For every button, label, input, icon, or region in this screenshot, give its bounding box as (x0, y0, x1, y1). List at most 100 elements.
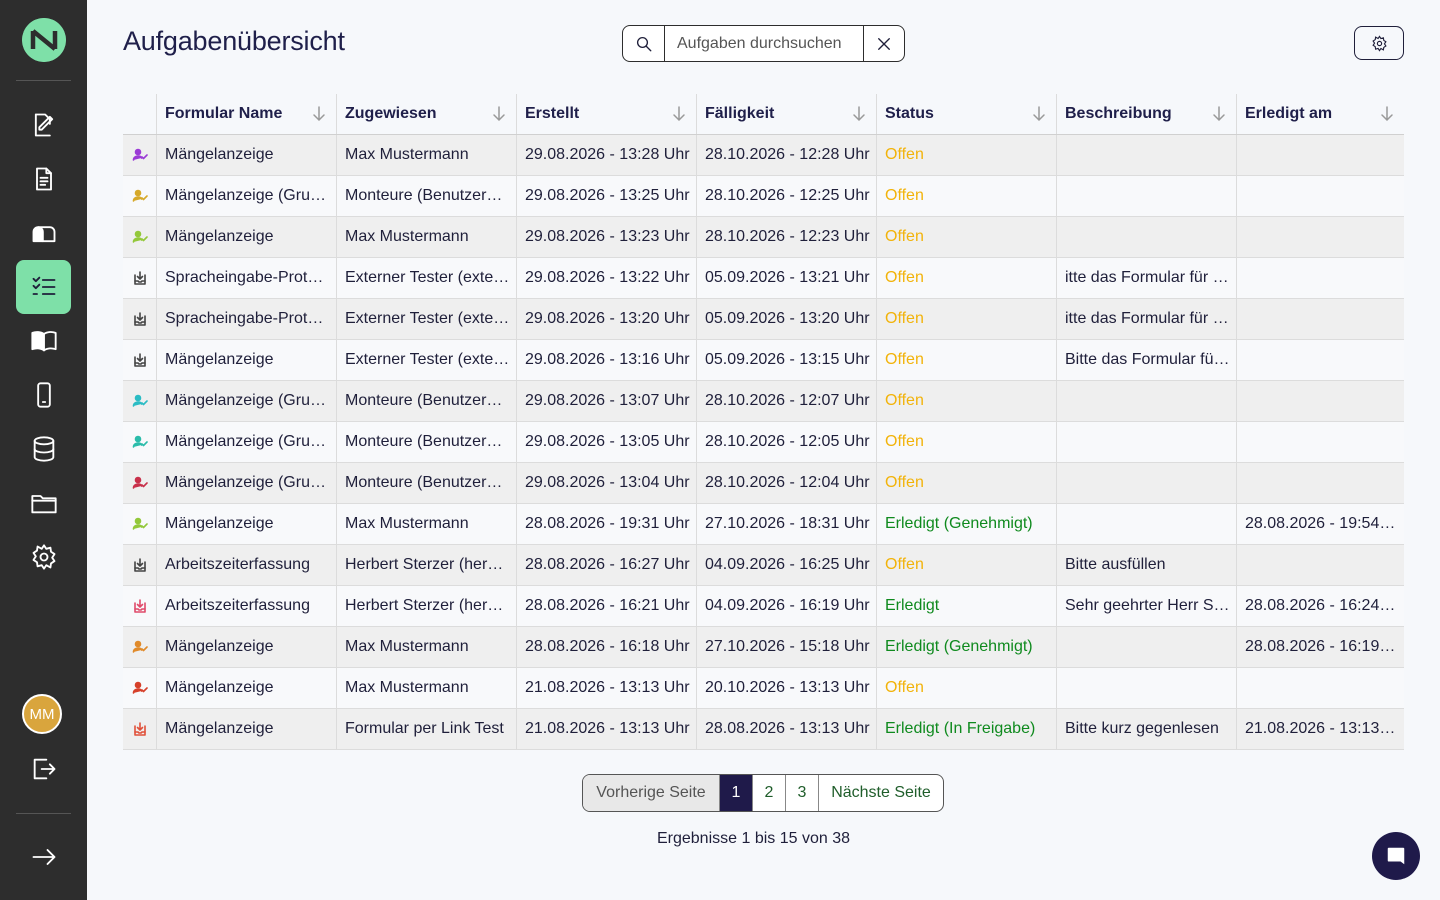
sidebar-item-editor[interactable] (16, 98, 71, 152)
inbox-download-icon (132, 721, 148, 737)
clear-search-button[interactable] (863, 26, 904, 61)
logout-button[interactable] (16, 742, 71, 796)
cell-faelligkeit: 28.10.2026 - 12:07 Uhr (696, 381, 876, 421)
cell-erledigt-am (1236, 217, 1404, 257)
sidebar-item-inbox[interactable] (16, 206, 71, 260)
sidebar-item-tasks[interactable] (16, 260, 71, 314)
cell-faelligkeit: 27.10.2026 - 18:31 Uhr (696, 504, 876, 544)
table-row[interactable]: Spracheingabe-Protokoll Externer Tester (… (123, 258, 1404, 299)
cell-text: Max Mustermann (345, 638, 469, 655)
cell-beschreibung: itte das Formular für den Kunden ausfüll… (1056, 299, 1236, 339)
book-icon (30, 331, 57, 352)
user-check-icon (132, 639, 148, 655)
close-icon (878, 37, 890, 50)
cell-erledigt-am (1236, 668, 1404, 708)
expand-sidebar-button[interactable] (16, 830, 71, 884)
user-check-icon (132, 475, 148, 491)
table-row[interactable]: Mängelanzeige (Gruppe) Monteure (Benutzer… (123, 463, 1404, 504)
table-row[interactable]: Spracheingabe-Protokoll Externer Tester (… (123, 299, 1404, 340)
cell-beschreibung (1056, 504, 1236, 544)
sort-arrow-icon[interactable] (1032, 106, 1046, 122)
cell-erstellt: 29.08.2026 - 13:23 Uhr (516, 217, 696, 257)
cell-text: Bitte das Formular für den Kunden ausfül… (1065, 351, 1236, 368)
cell-formular-name: Mängelanzeige (156, 627, 336, 667)
gear-icon (32, 544, 55, 570)
sort-arrow-icon[interactable] (1380, 106, 1394, 122)
column-header-beschreibung[interactable]: Beschreibung (1056, 94, 1236, 134)
table-row[interactable]: Arbeitszeiterfassung Herbert Sterzer (her… (123, 545, 1404, 586)
cell-text: 05.09.2026 - 13:20 Uhr (705, 310, 870, 327)
cell-erledigt-am (1236, 135, 1404, 175)
table-row[interactable]: Mängelanzeige (Gruppe) Monteure (Benutzer… (123, 381, 1404, 422)
cell-text: Erledigt (Genehmigt) (885, 515, 1033, 532)
table-row[interactable]: Mängelanzeige Max Mustermann 29.08.2026 - … (123, 135, 1404, 176)
table-row[interactable]: Mängelanzeige Externer Tester (extern) 29.… (123, 340, 1404, 381)
cell-text: 27.10.2026 - 18:31 Uhr (705, 515, 870, 532)
column-header-zugewiesen[interactable]: Zugewiesen (336, 94, 516, 134)
avatar[interactable]: MM (22, 694, 62, 734)
cell-text: 28.08.2026 - 19:31 Uhr (525, 515, 690, 532)
table-row[interactable]: Mängelanzeige Formular per Link Test 21.08… (123, 709, 1404, 750)
cell-erledigt-am (1236, 381, 1404, 421)
sidebar-item-data[interactable] (16, 422, 71, 476)
sidebar-item-guide[interactable] (16, 314, 71, 368)
sort-arrow-icon[interactable] (1212, 106, 1226, 122)
cell-faelligkeit: 05.09.2026 - 13:21 Uhr (696, 258, 876, 298)
user-check-icon (132, 229, 148, 245)
row-type-cell (123, 504, 156, 544)
cell-text: 27.10.2026 - 15:18 Uhr (705, 638, 870, 655)
chat-button[interactable] (1372, 832, 1420, 880)
sidebar-item-files[interactable] (16, 476, 71, 530)
sort-arrow-icon[interactable] (852, 106, 866, 122)
cell-text: Sehr geehrter Herr Sterzer (1065, 597, 1236, 614)
previous-page-button[interactable]: Vorherige Seite (583, 775, 719, 811)
table-row[interactable]: Mängelanzeige (Gruppe) Monteure (Benutzer… (123, 176, 1404, 217)
cell-zugewiesen: Herbert Sterzer (herbert) (336, 586, 516, 626)
page-button-3[interactable]: 3 (785, 775, 818, 811)
table-row[interactable]: Mängelanzeige Max Mustermann 28.08.2026 - … (123, 627, 1404, 668)
page-button-1[interactable]: 1 (719, 775, 752, 811)
cell-erstellt: 29.08.2026 - 13:22 Uhr (516, 258, 696, 298)
cell-erstellt: 29.08.2026 - 13:16 Uhr (516, 340, 696, 380)
next-page-button[interactable]: Nächste Seite (818, 775, 943, 811)
column-header-status[interactable]: Status (876, 94, 1056, 134)
table-row[interactable]: Mängelanzeige Max Mustermann 29.08.2026 - … (123, 217, 1404, 258)
inbox-download-icon (132, 557, 148, 573)
sidebar-item-settings[interactable] (16, 530, 71, 584)
sidebar-item-forms[interactable] (16, 152, 71, 206)
cell-text: 28.10.2026 - 12:25 Uhr (705, 187, 870, 204)
cell-formular-name: Mängelanzeige (156, 504, 336, 544)
cell-erstellt: 21.08.2026 - 13:13 Uhr (516, 709, 696, 749)
search-button[interactable] (623, 26, 665, 61)
cell-formular-name: Mängelanzeige (156, 217, 336, 257)
column-header-erledigt-am[interactable]: Erledigt am (1236, 94, 1404, 134)
cell-status: Offen (876, 135, 1056, 175)
table-row[interactable]: Mängelanzeige Max Mustermann 28.08.2026 - … (123, 504, 1404, 545)
user-check-icon (132, 516, 148, 532)
table-row[interactable]: Mängelanzeige (Gruppe) Monteure (Benutzer… (123, 422, 1404, 463)
app-logo[interactable] (22, 18, 66, 62)
sort-arrow-icon[interactable] (492, 106, 506, 122)
cell-erstellt: 28.08.2026 - 19:31 Uhr (516, 504, 696, 544)
search-input[interactable] (665, 26, 863, 61)
sort-arrow-icon[interactable] (312, 106, 326, 122)
cell-text: 28.08.2026 - 19:54 Uhr (1245, 515, 1404, 532)
table-row[interactable]: Mängelanzeige Max Mustermann 21.08.2026 - … (123, 668, 1404, 709)
sidebar-item-devices[interactable] (16, 368, 71, 422)
cell-text: Mängelanzeige (165, 228, 274, 245)
column-header-formular-name[interactable]: Formular Name (156, 94, 336, 134)
row-type-cell (123, 545, 156, 585)
cell-text: 05.09.2026 - 13:15 Uhr (705, 351, 870, 368)
page-button-2[interactable]: 2 (752, 775, 785, 811)
cell-status: Offen (876, 463, 1056, 503)
user-check-icon (132, 147, 148, 163)
cell-erledigt-am: 21.08.2026 - 13:13 Uhr (1236, 709, 1404, 749)
sort-arrow-icon[interactable] (672, 106, 686, 122)
table-settings-button[interactable] (1354, 26, 1404, 60)
cell-text: 28.08.2026 - 16:27 Uhr (525, 556, 690, 573)
column-header-faelligkeit[interactable]: Fälligkeit (696, 94, 876, 134)
cell-erstellt: 29.08.2026 - 13:04 Uhr (516, 463, 696, 503)
column-header-erstellt[interactable]: Erstellt (516, 94, 696, 134)
cell-text: Mängelanzeige (165, 351, 274, 368)
table-row[interactable]: Arbeitszeiterfassung Herbert Sterzer (her… (123, 586, 1404, 627)
